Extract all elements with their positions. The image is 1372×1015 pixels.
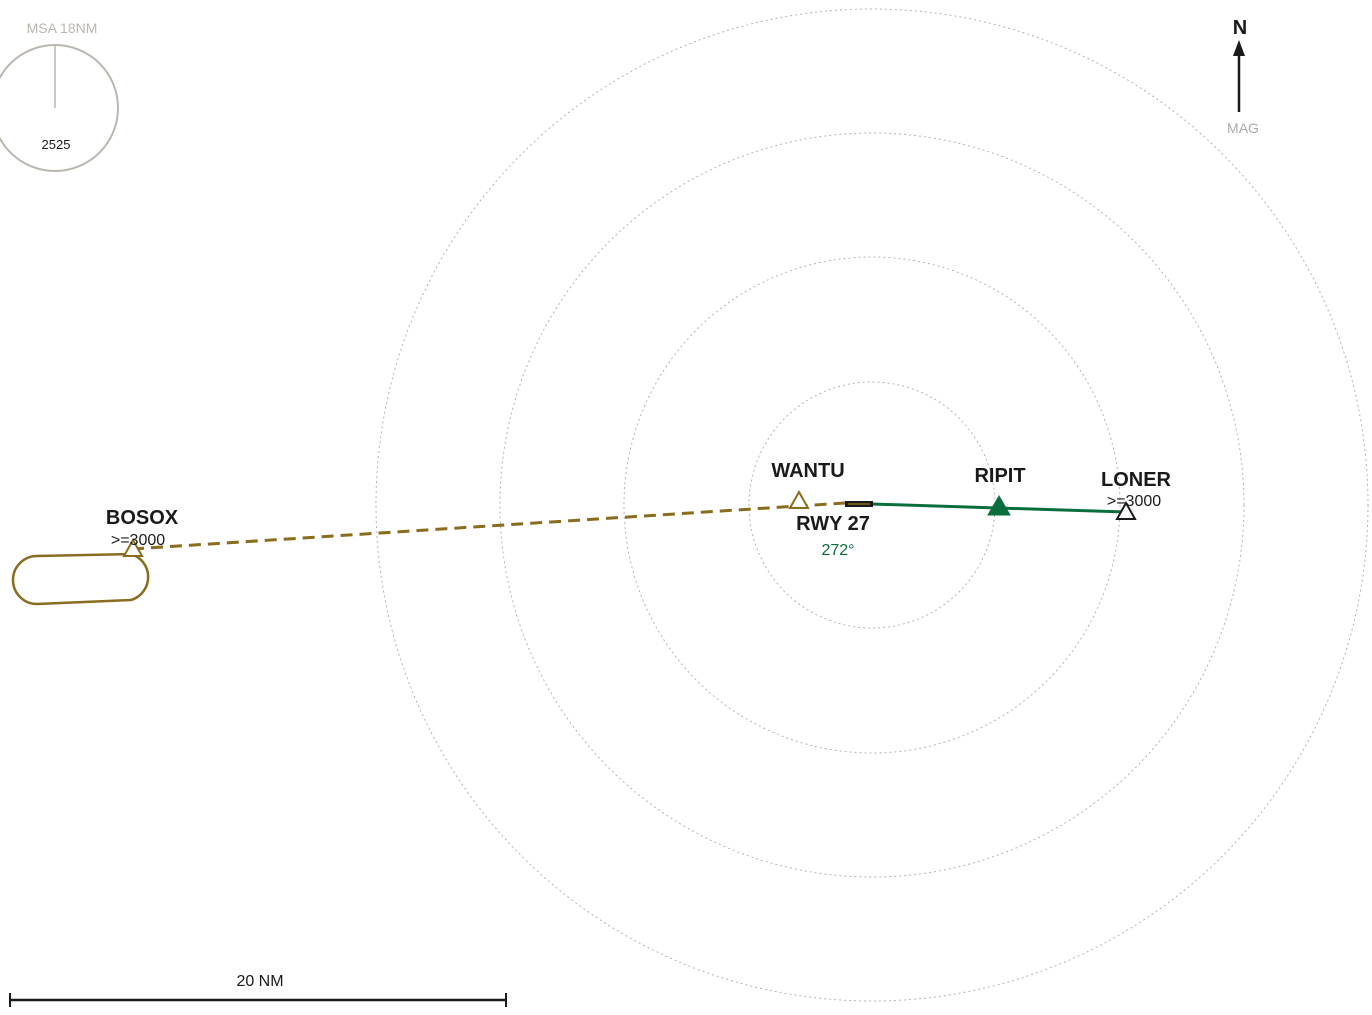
wantu-label: WANTU xyxy=(771,460,844,482)
range-ring-4 xyxy=(375,8,1369,1002)
north-arrow: N MAG xyxy=(1227,17,1259,136)
waypoint-loner[interactable]: LONER >=3000 xyxy=(1101,469,1172,520)
scale-bar: 20 NM xyxy=(9,973,507,1007)
north-arrow-head xyxy=(1233,40,1245,56)
north-reference: MAG xyxy=(1227,120,1259,136)
waypoint-bosox[interactable]: BOSOX >=3000 xyxy=(106,507,179,557)
north-label: N xyxy=(1233,17,1247,39)
missed-approach-track xyxy=(131,501,846,551)
msa-altitude: 2525 xyxy=(42,137,71,152)
loner-triangle-icon xyxy=(1115,500,1137,520)
runway-27: RWY 27 272° xyxy=(796,501,873,559)
wantu-triangle-icon xyxy=(788,489,810,509)
msa-ring xyxy=(0,44,119,172)
runway-label: RWY 27 xyxy=(796,513,870,535)
loner-altitude: >=3000 xyxy=(1107,493,1161,510)
ripit-triangle-icon xyxy=(987,495,1011,516)
ripit-label: RIPIT xyxy=(974,465,1025,487)
bosox-altitude: >=3000 xyxy=(111,532,165,549)
loner-label: LONER xyxy=(1101,469,1172,491)
scale-label: 20 NM xyxy=(236,973,283,990)
msa-title: MSA 18NM xyxy=(27,20,98,36)
msa-circle: MSA 18NM 2525 xyxy=(0,20,119,172)
runway-course: 272° xyxy=(821,542,854,559)
waypoint-wantu[interactable]: WANTU xyxy=(771,460,845,509)
holding-pattern xyxy=(11,552,150,606)
range-ring-2 xyxy=(623,256,1121,754)
range-ring-3 xyxy=(499,132,1245,878)
bosox-label: BOSOX xyxy=(106,507,179,529)
bosox-triangle-icon xyxy=(122,537,144,557)
waypoint-ripit[interactable]: RIPIT xyxy=(974,465,1026,516)
